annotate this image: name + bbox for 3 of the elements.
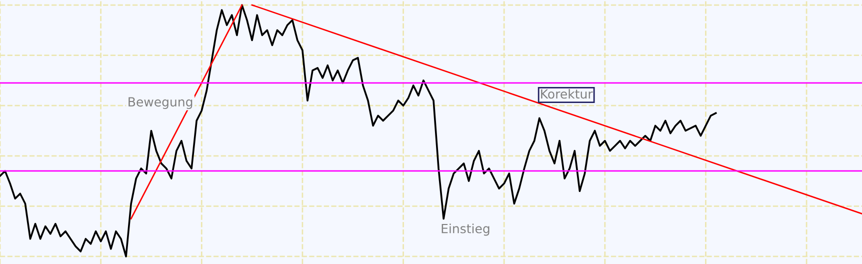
annotation: Korektur — [541, 88, 593, 99]
annotation: Einstieg — [442, 224, 490, 236]
annotation: Bewegung — [128, 97, 192, 110]
